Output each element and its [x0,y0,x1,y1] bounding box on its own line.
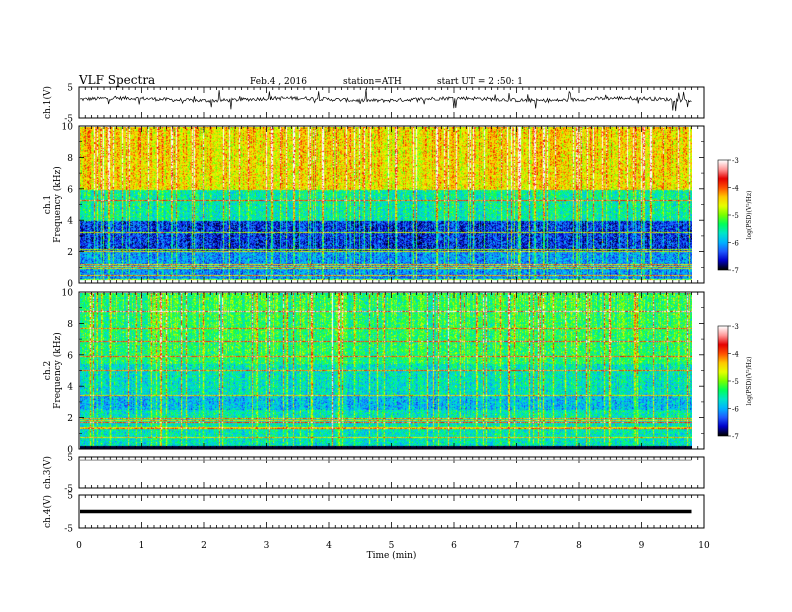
ch2-spectrogram-image [80,293,692,449]
ch1-colorbar-image [718,160,728,270]
ch1-ylabel: ch.1(V) [42,86,53,119]
ch1-spec-ylabel-2: Frequency (kHz) [52,166,63,243]
x-tick-label: 1 [139,541,145,551]
x-tick-label: 10 [698,541,710,551]
y-tick-label: 0 [67,280,73,290]
y-tick-label: 10 [62,289,74,299]
ch4-ylabel: ch.4(V) [42,495,53,528]
panel-frame-3 [78,291,705,450]
ch1-trace [79,88,692,112]
ch1-spectrogram-image [80,127,692,283]
y-tick-label: 8 [67,320,73,330]
colorbar-frame-1 [717,159,729,271]
y-tick-label: 2 [67,414,73,424]
y-tick-label: 10 [62,123,74,133]
ch1-spec-ylabel-1: ch.1 [43,195,53,214]
x-tick-label: 2 [201,541,207,551]
x-tick-label: 5 [389,541,395,551]
colorbar-frame-2 [717,325,729,437]
y-tick-label: 2 [67,248,73,258]
x-tick-label: 3 [264,541,270,551]
x-tick-label: 6 [451,541,457,551]
colorbar-tick-label: -4 [732,351,739,359]
header-date: Feb.4 , 2016 [250,77,307,87]
y-tick-label: -5 [64,525,73,535]
y-tick-label: 0 [67,446,73,456]
y-tick-label: 5 [67,84,73,94]
x-tick-label: 9 [639,541,645,551]
x-tick-label: 4 [326,541,332,551]
colorbar-label-2: log(PSD)(V²/Hz) [746,357,753,406]
ch2-spec-ylabel-2: Frequency (kHz) [52,332,63,409]
ch2-spec-ylabel-1: ch.2 [43,361,53,380]
colorbar-tick-label: -7 [732,267,739,275]
y-tick-label: -5 [64,115,73,125]
header-start-time: start UT = 2 :50: 1 [437,77,523,87]
x-tick-label: 0 [76,541,82,551]
figure-title: VLF Spectra [78,73,155,87]
y-tick-label: 5 [67,492,73,502]
x-tick-label: 8 [576,541,582,551]
colorbar-tick-label: -7 [732,433,739,441]
y-tick-label: -5 [64,485,73,495]
x-tick-label: 7 [514,541,520,551]
colorbar-tick-label: -5 [732,378,739,386]
colorbar-tick-label: -3 [732,323,739,331]
y-tick-label: 6 [67,185,73,195]
colorbar-tick-label: -5 [732,212,739,220]
y-tick-label: 4 [67,217,73,227]
ch3-ylabel: ch.3(V) [42,456,53,489]
y-tick-label: 5 [67,454,73,464]
colorbar-label-1: log(PSD)(V²/Hz) [746,191,753,240]
y-tick-label: 8 [67,154,73,164]
x-axis-label: Time (min) [367,550,417,561]
header-station: station=ATH [343,77,402,87]
ch2-colorbar-image [718,326,728,436]
colorbar-tick-label: -6 [732,406,739,414]
y-tick-label: 6 [67,351,73,361]
colorbar-tick-label: -6 [732,240,739,248]
panel-frame-2 [78,125,705,284]
colorbar-tick-label: -4 [732,185,739,193]
colorbar-tick-label: -3 [732,157,739,165]
y-tick-label: 4 [67,383,73,393]
